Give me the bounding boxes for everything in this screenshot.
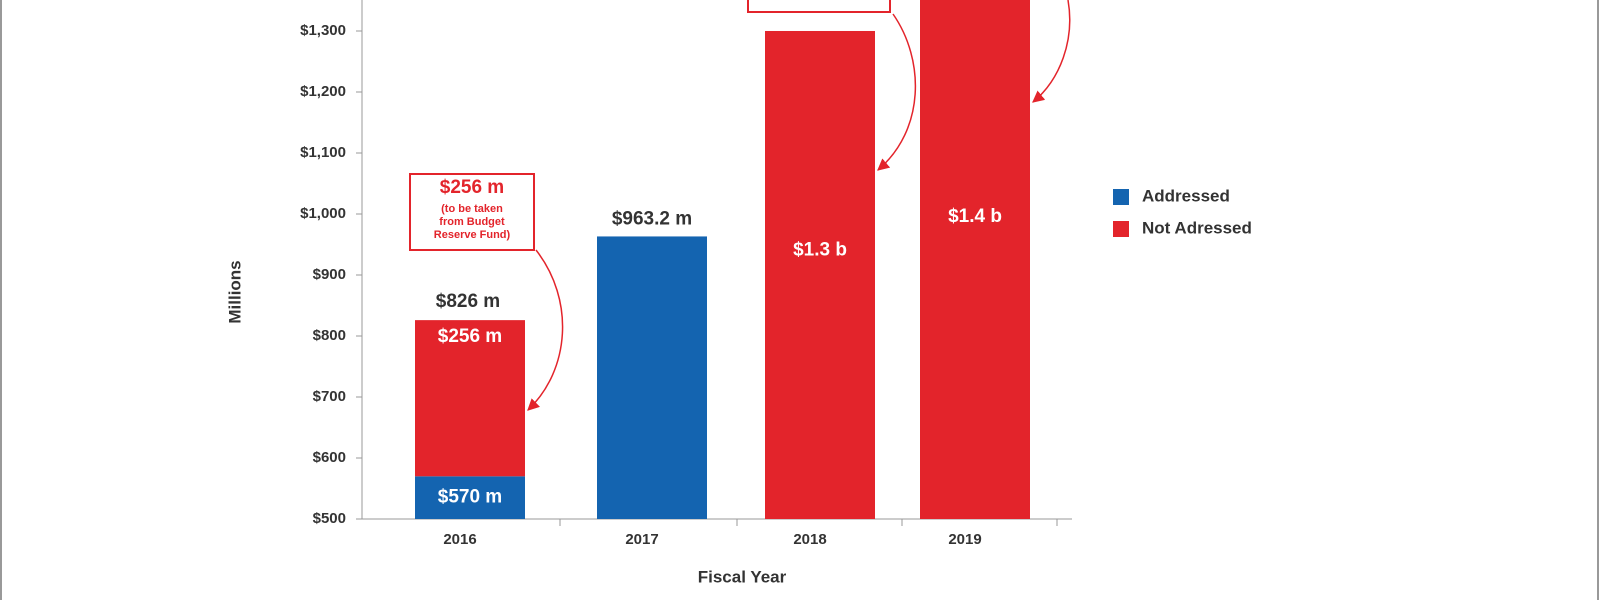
- annotation: Reserve Fund): [434, 229, 511, 241]
- y-tick-label: $1,000: [300, 205, 346, 222]
- y-tick-label: $1,100: [300, 144, 346, 161]
- value-label: $1.4 b: [948, 206, 1002, 227]
- y-tick-label: $600: [313, 449, 346, 466]
- value-label: $1.3 b: [793, 240, 847, 261]
- x-tick-label: 2018: [793, 531, 826, 548]
- annotation-box: [409, 173, 535, 251]
- annotation: from Budget: [439, 216, 505, 228]
- x-tick-label: 2016: [443, 531, 476, 548]
- x-tick-label: 2017: [625, 531, 658, 548]
- bar: [765, 30, 875, 520]
- legend-swatch: [1113, 189, 1129, 205]
- y-axis-title: Millions: [225, 260, 244, 323]
- plot-area: [415, 0, 1030, 520]
- bar: [920, 0, 1030, 520]
- annotation: $256 m: [440, 177, 504, 198]
- y-tick-label: $900: [313, 266, 346, 283]
- annotation-box: [747, 0, 891, 13]
- legend-label: Not Adressed: [1142, 218, 1252, 237]
- annotation: (to be taken: [441, 203, 503, 215]
- bar: [415, 476, 525, 519]
- arrow: [877, 13, 917, 171]
- y-tick-label: $500: [313, 510, 346, 527]
- x-axis-title: Fiscal Year: [698, 567, 787, 586]
- value-label: $963.2 m: [612, 208, 692, 229]
- bar: [597, 236, 707, 519]
- annotation: $826 m: [436, 291, 500, 312]
- arrow: [527, 249, 564, 411]
- legend-swatch: [1113, 221, 1129, 237]
- bar: [415, 320, 525, 477]
- legend-label: Addressed: [1142, 186, 1230, 205]
- arrow: [1032, 0, 1071, 103]
- y-tick-label: $800: [313, 327, 346, 344]
- x-tick-label: 2019: [948, 531, 981, 548]
- y-tick-label: $700: [313, 388, 346, 405]
- value-label: $570 m: [438, 487, 502, 508]
- value-label: $256 m: [438, 326, 502, 347]
- y-tick-label: $1,300: [300, 22, 346, 39]
- y-tick-label: $1,200: [300, 83, 346, 100]
